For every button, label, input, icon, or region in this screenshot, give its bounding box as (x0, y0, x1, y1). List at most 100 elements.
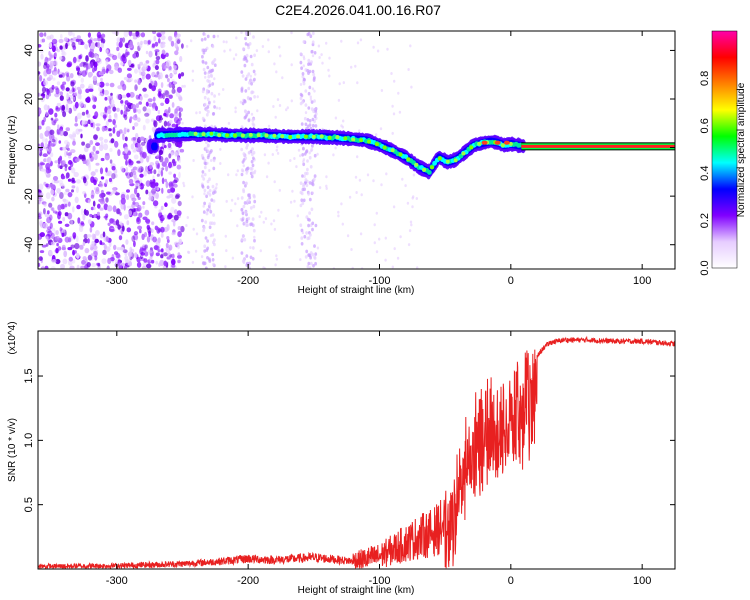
noise-point (70, 81, 75, 87)
noise-point (267, 161, 270, 165)
noise-point (112, 205, 117, 213)
noise-point (262, 266, 265, 269)
noise-point (166, 195, 171, 199)
noise-point (380, 183, 383, 187)
noise-point (311, 31, 315, 36)
noise-point (178, 171, 181, 179)
noise-point (120, 109, 123, 115)
noise-point (54, 160, 59, 164)
noise-point (118, 235, 123, 241)
noise-point (179, 148, 185, 153)
noise-point (208, 169, 211, 172)
noise-point (242, 158, 246, 162)
noise-point (303, 152, 307, 156)
noise-point (139, 229, 142, 234)
noise-point (92, 200, 96, 207)
noise-point (328, 56, 331, 60)
colorbar-ticks: 0.0 0.2 0.4 0.6 0.8 (699, 71, 711, 276)
noise-point (409, 220, 413, 224)
noise-point (179, 55, 183, 63)
noise-point (158, 209, 162, 214)
x-tick-label: -300 (106, 575, 128, 587)
noise-point (74, 250, 77, 254)
noise-point (325, 175, 328, 179)
noise-point (252, 228, 256, 233)
noise-point (211, 184, 215, 189)
noise-point (164, 90, 170, 98)
noise-point (348, 195, 352, 199)
noise-point (213, 238, 216, 242)
noise-point (253, 238, 256, 243)
noise-point (275, 70, 278, 74)
noise-point (104, 127, 109, 132)
noise-point (137, 225, 143, 230)
noise-point (99, 71, 105, 75)
noise-point (155, 160, 160, 164)
noise-point (375, 211, 378, 215)
noise-point (92, 122, 96, 129)
noise-point (64, 236, 70, 243)
ridge-peak (477, 141, 482, 146)
noise-point (94, 168, 99, 173)
noise-point (134, 79, 138, 83)
noise-point (155, 245, 160, 251)
noise-point (310, 60, 313, 64)
noise-point (66, 100, 72, 105)
noise-point (311, 123, 315, 128)
noise-point (310, 207, 314, 212)
spectrogram-noise (38, 31, 419, 269)
noise-point (289, 159, 292, 162)
noise-point (105, 197, 109, 203)
noise-point (61, 104, 66, 111)
noise-point (78, 225, 84, 233)
noise-point (115, 219, 120, 226)
noise-point (164, 97, 170, 105)
noise-point (210, 91, 214, 96)
noise-point (43, 32, 47, 37)
noise-point (80, 83, 85, 89)
noise-point (53, 180, 60, 184)
noise-point (49, 214, 53, 221)
noise-point (311, 117, 315, 122)
noise-point (273, 180, 276, 184)
noise-point (241, 101, 245, 106)
noise-point (88, 51, 93, 58)
noise-point (210, 159, 213, 162)
noise-point (299, 52, 303, 56)
noise-point (244, 89, 248, 93)
noise-point (60, 34, 63, 39)
spectrogram-y-ticks: -40 -20 0 20 40 (23, 44, 675, 253)
noise-point (138, 212, 143, 218)
noise-point (250, 112, 254, 116)
noise-point (177, 259, 181, 264)
noise-point (74, 101, 79, 109)
noise-point (240, 196, 244, 200)
noise-point (101, 258, 107, 264)
noise-point (164, 109, 169, 115)
noise-point (243, 238, 247, 242)
noise-point (225, 40, 228, 44)
noise-point (111, 173, 116, 180)
noise-point (332, 153, 335, 157)
noise-point (242, 257, 246, 261)
noise-point (105, 236, 110, 243)
noise-point (114, 251, 119, 256)
noise-point (49, 54, 53, 59)
noise-point (54, 112, 58, 118)
noise-point (75, 252, 80, 259)
noise-point (100, 140, 104, 148)
noise-point (39, 232, 45, 238)
y-tick-label: -20 (23, 188, 35, 204)
noise-point (248, 261, 251, 266)
noise-point (113, 244, 117, 250)
noise-point (391, 104, 394, 108)
noise-point (87, 71, 93, 77)
noise-point (206, 65, 210, 70)
noise-point (301, 201, 305, 206)
noise-point (72, 232, 77, 239)
noise-point (320, 53, 323, 57)
noise-point (108, 177, 113, 183)
noise-point (72, 259, 76, 264)
noise-point (296, 214, 299, 218)
noise-point (206, 239, 210, 243)
